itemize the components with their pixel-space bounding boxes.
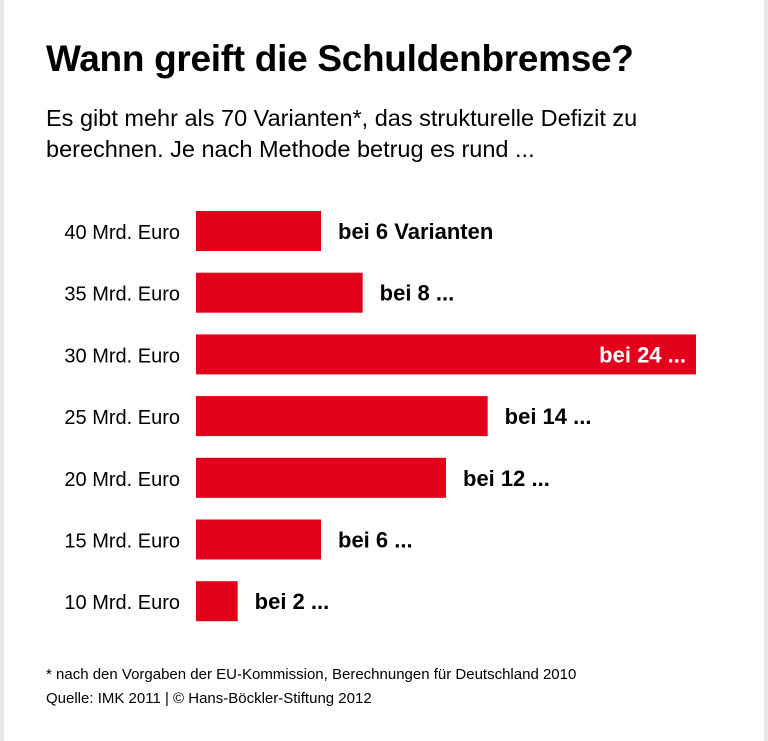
bar (196, 581, 238, 622)
bar (196, 457, 446, 498)
data-label: bei 2 ... (255, 589, 330, 614)
data-label: bei 6 ... (338, 528, 413, 553)
data-label: bei 6 Varianten (338, 219, 493, 244)
bar (196, 519, 321, 560)
data-label: bei 24 ... (599, 342, 686, 367)
category-label: 30 Mrd. Euro (64, 345, 180, 367)
category-label: 10 Mrd. Euro (64, 592, 180, 614)
data-label: bei 14 ... (505, 404, 592, 429)
chart-title: Wann greift die Schuldenbremse? (46, 38, 634, 79)
chart-subtitle: Es gibt mehr als 70 Varianten*, das stru… (46, 105, 638, 162)
source-note: Quelle: IMK 2011 | © Hans-Böckler-Stiftu… (46, 690, 372, 707)
category-label: 25 Mrd. Euro (64, 407, 180, 429)
category-label: 15 Mrd. Euro (64, 531, 180, 553)
category-label: 40 Mrd. Euro (64, 222, 180, 244)
bar (196, 211, 321, 251)
bar (196, 334, 696, 375)
category-label: 35 Mrd. Euro (64, 284, 180, 306)
bar (196, 272, 363, 313)
data-label: bei 8 ... (380, 281, 455, 306)
footnote: * nach den Vorgaben der EU-Kommission, B… (46, 666, 577, 683)
category-label: 20 Mrd. Euro (64, 469, 180, 491)
bar (196, 396, 488, 437)
data-label: bei 12 ... (463, 466, 550, 491)
